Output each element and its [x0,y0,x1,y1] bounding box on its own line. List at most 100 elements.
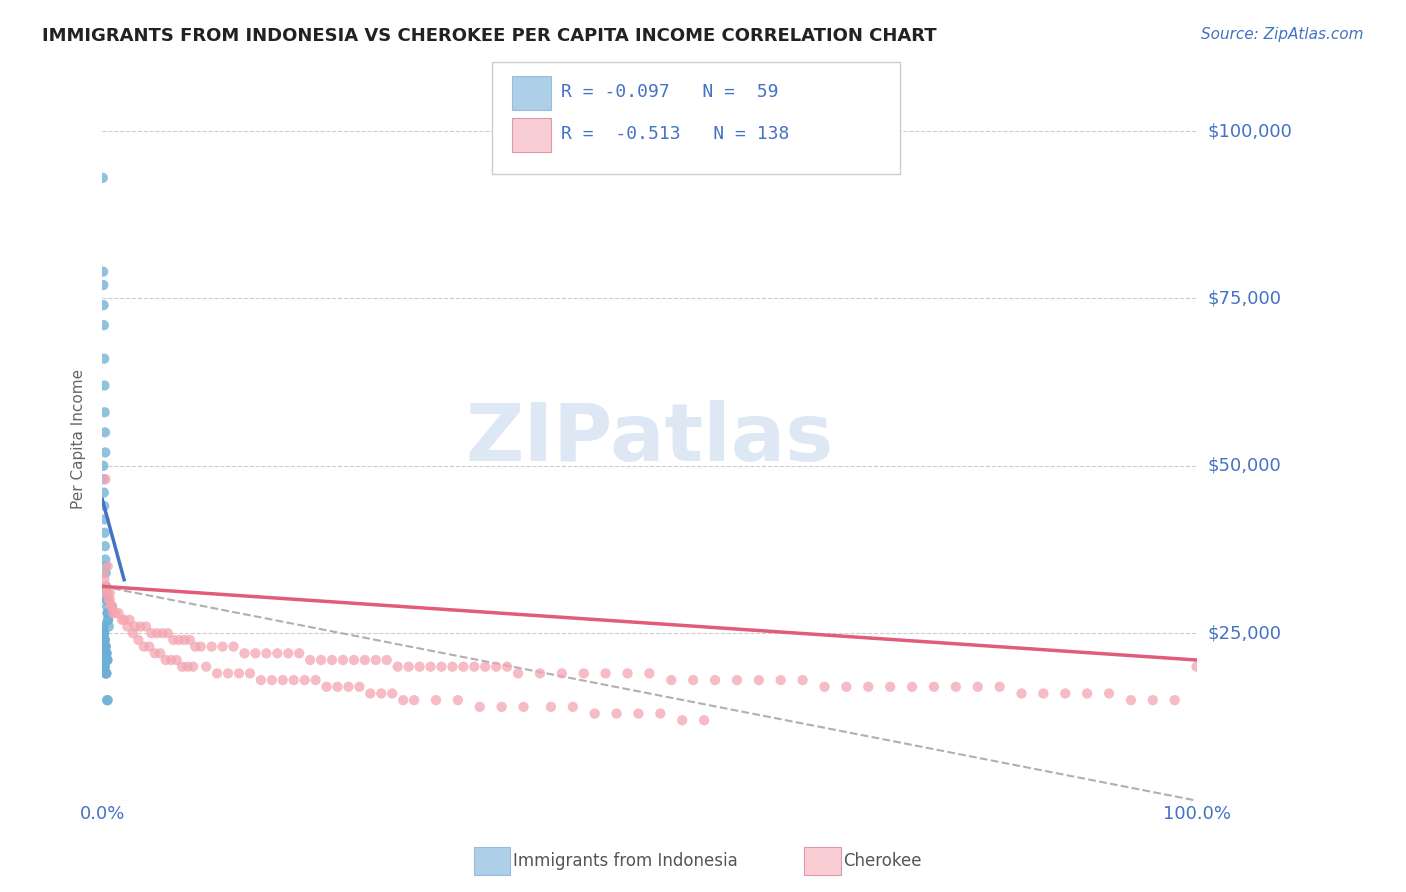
Point [1119,693,1142,707]
Point [91,265,114,279]
Point [1054,686,1077,700]
Point [97,693,120,707]
Point [195,659,218,673]
Text: R =  -0.513   N = 138: R = -0.513 N = 138 [561,125,789,143]
Point [94,666,117,681]
Point [166,653,188,667]
Point [1163,693,1185,707]
Point [343,653,366,667]
Point [813,680,835,694]
Point [91,619,114,633]
Point [94,472,117,486]
Point [387,659,409,673]
Point [121,626,143,640]
Point [129,619,152,633]
Point [922,680,945,694]
Text: Cherokee: Cherokee [844,852,922,871]
Point [453,659,475,673]
Point [124,619,146,633]
Point [141,626,163,640]
Y-axis label: Per Capita Income: Per Capita Income [72,369,86,509]
Text: Immigrants from Indonesia: Immigrants from Indonesia [513,852,738,871]
Point [217,666,239,681]
Point [512,699,534,714]
Point [94,579,117,593]
Point [155,653,177,667]
Point [364,653,387,667]
Point [93,626,115,640]
Point [91,170,114,185]
Point [94,566,117,580]
Point [271,673,294,687]
Point [419,659,441,673]
Point [1142,693,1164,707]
Point [167,632,190,647]
Point [239,666,262,681]
Point [93,573,115,587]
Point [425,693,447,707]
Point [858,680,880,694]
Point [100,599,122,614]
Point [222,640,245,654]
Point [93,659,115,673]
Point [172,659,194,673]
Point [392,693,415,707]
Text: $100,000: $100,000 [1208,122,1292,140]
Point [671,713,693,727]
Point [260,673,283,687]
Point [104,606,127,620]
Point [94,632,117,647]
Point [98,586,121,600]
Point [160,653,183,667]
Point [491,699,513,714]
Point [682,673,704,687]
Point [94,640,117,654]
Point [112,613,135,627]
Point [616,666,638,681]
Text: $25,000: $25,000 [1208,624,1282,642]
Point [228,666,250,681]
Point [93,405,115,419]
Point [1076,686,1098,700]
Point [404,693,426,707]
Point [370,686,392,700]
Point [152,626,174,640]
Point [93,619,115,633]
Point [93,499,115,513]
Point [91,659,114,673]
Point [211,640,233,654]
Point [441,659,464,673]
Point [463,659,485,673]
Point [97,559,120,574]
Point [94,539,117,553]
Point [107,606,129,620]
Point [485,659,508,673]
Point [966,680,988,694]
Point [1185,659,1208,673]
Point [506,666,529,681]
Point [693,713,716,727]
Point [283,673,305,687]
Point [93,632,115,647]
Point [97,619,120,633]
Point [101,599,124,614]
Point [474,659,496,673]
Point [93,626,115,640]
Text: Source: ZipAtlas.com: Source: ZipAtlas.com [1201,27,1364,42]
Point [430,659,453,673]
Point [288,646,311,660]
Point [93,632,115,647]
Point [945,680,967,694]
Point [97,606,120,620]
Point [583,706,606,721]
Point [879,680,901,694]
Point [93,485,115,500]
Point [561,699,583,714]
Point [250,673,273,687]
Point [146,626,169,640]
Point [294,673,316,687]
Point [93,472,115,486]
Point [266,646,288,660]
Point [94,666,117,681]
Point [179,632,201,647]
